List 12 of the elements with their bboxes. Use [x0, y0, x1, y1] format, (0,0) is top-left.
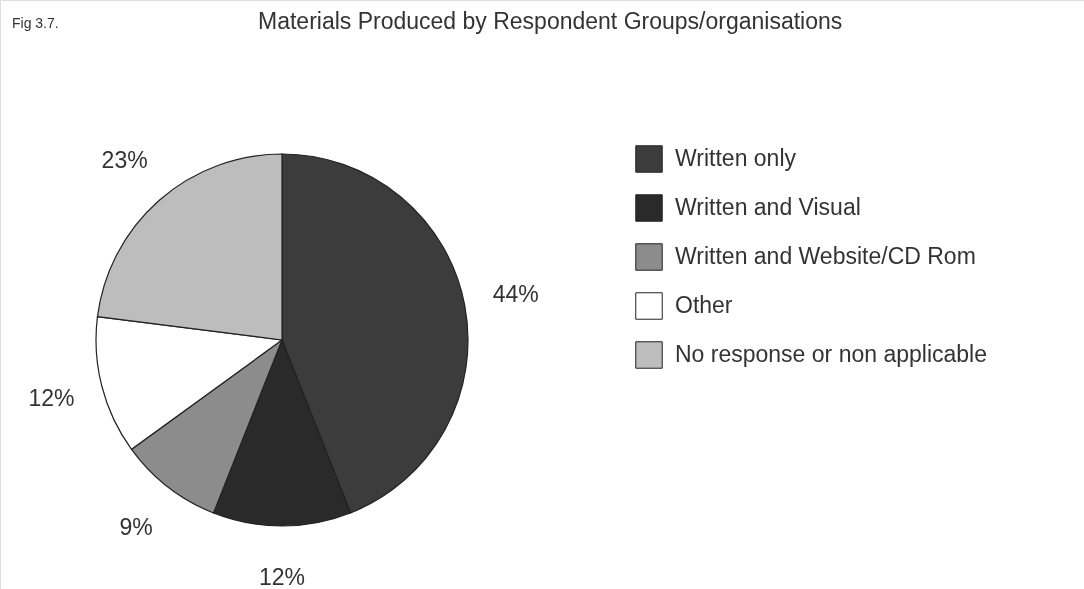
legend-label: Written and Website/CD Rom [675, 243, 976, 269]
legend-label: Other [675, 292, 733, 318]
chart-title: Materials Produced by Respondent Groups/organisations [258, 8, 843, 34]
legend-label: Written and Visual [675, 194, 861, 220]
data-label: 23% [101, 147, 148, 174]
data-label: 12% [28, 385, 75, 412]
data-label: 12% [258, 564, 306, 589]
legend-label: No response or non applicable [675, 341, 987, 367]
caption: Fig 3.7. [12, 15, 59, 31]
legend-label: Written only [675, 145, 797, 171]
data-label: 44% [492, 281, 539, 308]
data-label: 9% [119, 514, 153, 541]
